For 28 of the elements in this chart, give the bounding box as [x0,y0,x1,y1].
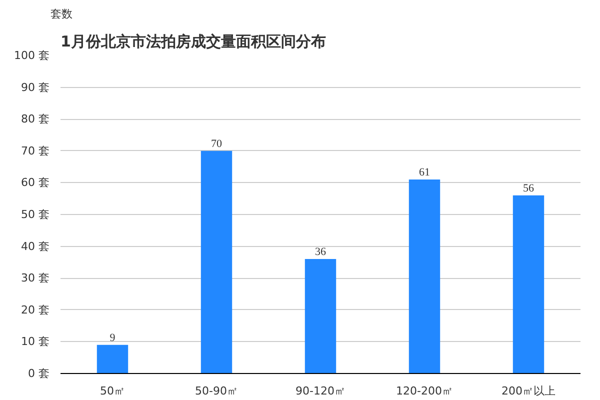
bar [408,180,440,374]
y-tick-label: 70 套 [21,144,50,158]
y-tick-label: 60 套 [21,176,50,190]
y-tick-label: 0 套 [28,367,50,380]
data-label: 56 [523,182,534,194]
y-tick-label: 30 套 [21,272,50,285]
bar [304,259,336,374]
data-label: 61 [419,166,430,179]
bar [200,150,232,374]
x-tick-label: 90-120㎡ [296,384,346,398]
data-label: 9 [110,332,116,344]
y-tick-label: 90 套 [21,80,50,94]
y-tick-label: 100 套 [14,49,50,62]
y-tick-label: 10 套 [21,335,50,348]
x-tick-label: 50-90㎡ [195,384,238,398]
x-tick-label: 200㎡以上 [502,384,556,398]
bar [512,195,544,374]
y-tick-label: 40 套 [21,240,50,253]
y-tick-label: 50 套 [21,208,50,221]
y-axis-title: 套数 [50,8,72,20]
x-tick-label: 50㎡ [100,384,125,398]
data-label: 70 [211,138,222,150]
x-tick-label: 120-200㎡ [396,384,453,398]
bar [96,344,128,374]
chart-title: 1月份北京市法拍房成交量面积区间分布 [60,32,326,50]
y-tick-label: 80 套 [21,112,50,126]
y-tick-label: 20 套 [21,303,50,316]
data-label: 36 [315,246,326,258]
